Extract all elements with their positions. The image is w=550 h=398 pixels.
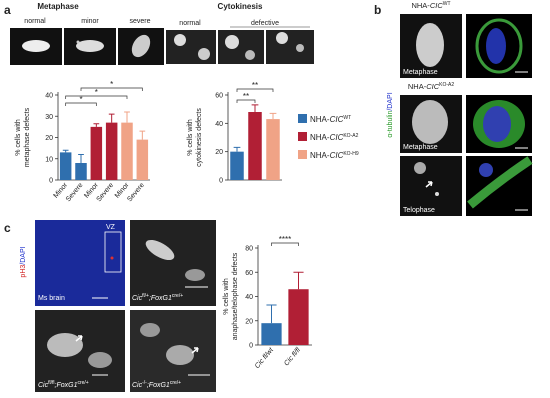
y-tick-label: 40 <box>215 121 223 128</box>
y-tick-label: 10 <box>45 156 53 163</box>
y-tick-label: 0 <box>249 343 253 350</box>
x-tick-label: Severe <box>126 182 146 204</box>
x-tick-label: Severe <box>65 182 85 204</box>
micrographs <box>35 220 216 392</box>
panel-label: b <box>374 3 381 17</box>
x-tick-label: Severe <box>96 182 116 204</box>
image-title: Metaphase <box>37 2 79 11</box>
significance-label: * <box>79 95 82 104</box>
micrographs <box>400 14 533 216</box>
bar <box>121 122 133 180</box>
y-tick-label: 20 <box>245 318 253 325</box>
bar <box>266 119 280 180</box>
significance-label: * <box>110 80 113 89</box>
image-label: minor <box>81 18 99 25</box>
bar <box>136 139 149 180</box>
significance-bracket <box>65 102 97 106</box>
x-tick-label: Cic fl/fl <box>283 346 302 367</box>
image-label: normal <box>24 18 46 25</box>
image-title: Cytokinesis <box>218 2 263 11</box>
y-tick-label: 40 <box>45 93 53 100</box>
bar <box>261 323 282 345</box>
y-tick-label: 30 <box>45 114 53 121</box>
channel-label: pH3/DAPI <box>20 246 27 277</box>
image-label: Metaphase <box>403 144 438 151</box>
image-label: severe <box>129 18 150 25</box>
image-label: Metaphase <box>403 69 438 76</box>
significance-label: **** <box>279 235 291 244</box>
error-bar <box>93 123 100 127</box>
bar <box>75 163 87 180</box>
bar <box>90 126 103 180</box>
bar <box>230 151 244 180</box>
legend-swatch <box>298 132 307 141</box>
error-bar <box>293 271 304 290</box>
image-label: Cicfl/+;FoxG1cre/+ <box>132 293 183 302</box>
legend-swatch <box>298 150 307 159</box>
significance-bracket <box>65 95 128 99</box>
legend-label: NHA-CICWT <box>310 115 351 124</box>
error-bar <box>62 149 69 153</box>
significance-label: * <box>95 88 98 97</box>
x-tick-label: Cic fl/wt <box>254 346 276 370</box>
condition-title: NHA-CICKO-A2 <box>408 82 454 91</box>
image-label: normal <box>179 20 201 27</box>
panel-label: a <box>4 3 11 17</box>
bar <box>105 122 118 180</box>
bar <box>59 152 72 180</box>
y-tick-label: 80 <box>245 246 253 253</box>
error-bar <box>233 146 241 152</box>
significance-label: ** <box>252 81 258 90</box>
y-axis-label: % cells with <box>15 119 22 156</box>
image-label: Telophase <box>403 207 435 214</box>
y-axis-label: cytokinesis defects <box>196 108 203 167</box>
y-tick-label: 0 <box>219 178 223 185</box>
condition-title: NHA-CICWT <box>411 1 450 10</box>
error-bar <box>269 112 277 120</box>
significance-bracket <box>236 99 256 103</box>
significance-label: ** <box>243 92 249 101</box>
y-tick-label: 20 <box>45 135 53 142</box>
image-label: defective <box>251 20 279 27</box>
image-label: Cic-/-;FoxG1cre/+ <box>132 380 181 389</box>
y-tick-label: 0 <box>49 178 53 185</box>
error-bar <box>266 304 277 324</box>
region-label: VZ <box>106 224 116 231</box>
channel-label: α-tubulin/DAPI <box>387 92 394 137</box>
panel-label: c <box>4 221 11 235</box>
significance-bracket <box>236 88 274 92</box>
y-tick-label: 60 <box>245 270 253 277</box>
bar <box>288 289 309 345</box>
error-bar <box>124 111 130 123</box>
image-label: Ms brain <box>38 295 65 302</box>
y-axis-label: anaphase/telophase defects <box>232 252 239 340</box>
y-tick-label: 20 <box>215 149 223 156</box>
y-tick-label: 40 <box>245 294 253 301</box>
error-bar <box>108 113 115 123</box>
error-bar <box>251 104 259 112</box>
y-tick-label: 60 <box>215 93 223 100</box>
legend-swatch <box>298 114 307 123</box>
significance-bracket <box>80 87 143 91</box>
error-bar <box>78 154 84 163</box>
axis <box>57 92 150 181</box>
legend-label: NHA-CICKO-A2 <box>310 133 359 142</box>
legend-label: NHA-CICKO-H9 <box>310 151 359 160</box>
y-axis-label: % cells with <box>187 119 194 156</box>
y-axis-label: % cells with <box>223 278 230 315</box>
error-bar <box>139 130 146 140</box>
bar <box>248 112 262 180</box>
significance-bracket <box>271 242 299 246</box>
micrographs <box>10 28 314 65</box>
y-axis-label: metaphase defects <box>24 107 31 167</box>
image-label: Cicfl/fl;FoxG1cre/+ <box>38 380 89 389</box>
